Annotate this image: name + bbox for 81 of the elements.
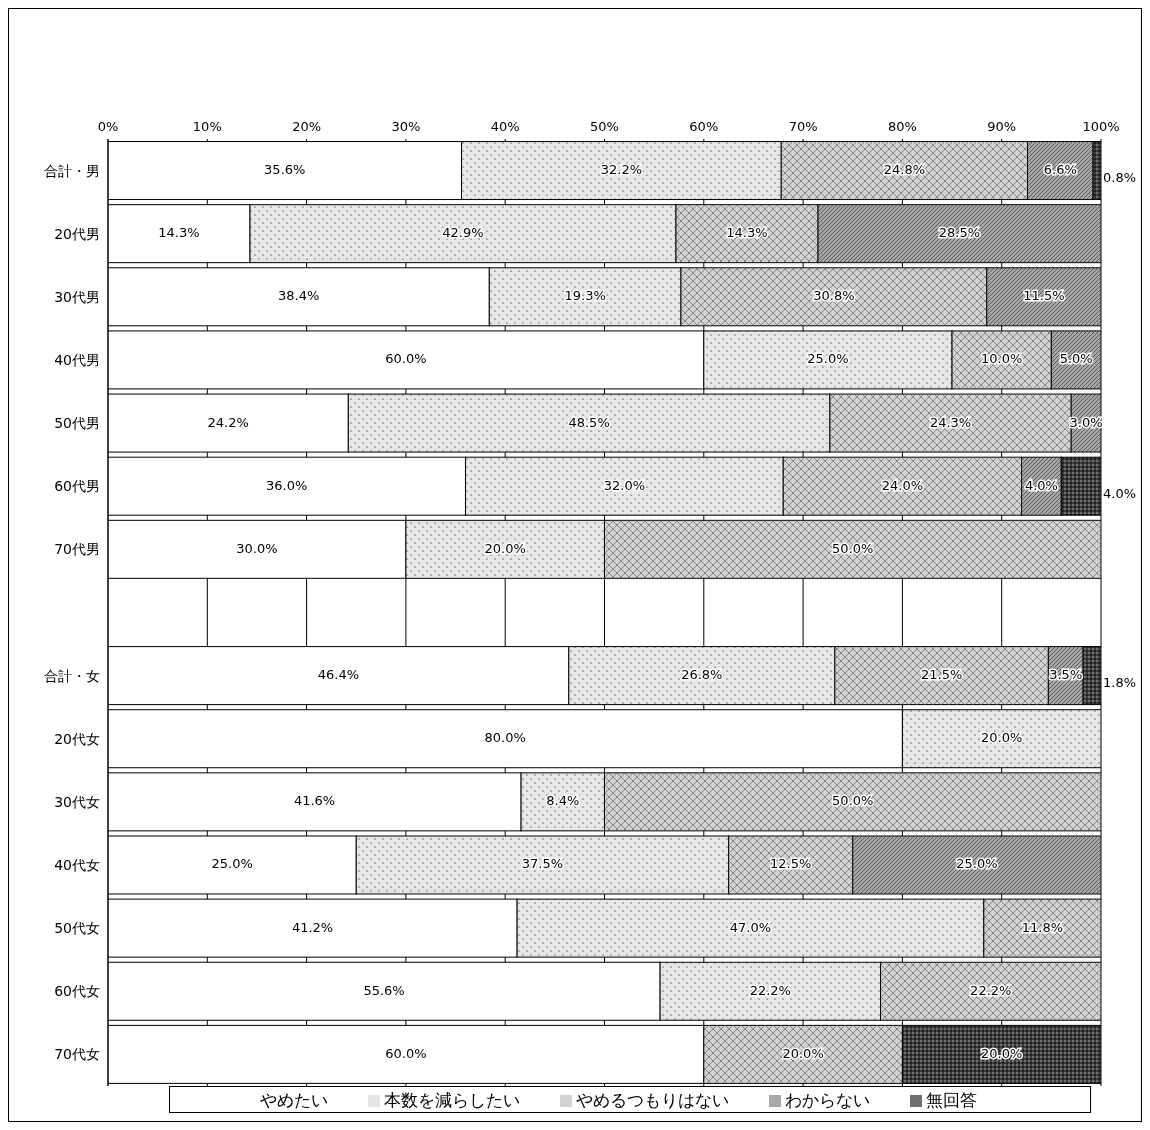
data-label: 36.0%: [266, 477, 308, 493]
data-label: 3.5%: [1049, 667, 1083, 683]
legend-label: 本数を減らしたい: [383, 1090, 520, 1110]
data-label: 24.8%: [883, 162, 926, 178]
data-label: 26.8%: [681, 667, 723, 683]
data-label: 50.0%: [832, 540, 874, 556]
data-label: 47.0%: [729, 919, 772, 935]
data-label: 38.4%: [278, 288, 320, 304]
data-label: 42.9%: [442, 225, 484, 241]
data-label: 12.5%: [770, 856, 812, 872]
x-tick-label: 20%: [292, 119, 322, 134]
data-label: 20.0%: [782, 1045, 824, 1061]
data-label: 21.5%: [920, 667, 963, 683]
data-label: 1.8%: [1103, 675, 1137, 691]
data-label: 11.5%: [1023, 288, 1065, 304]
x-tick-label: 60%: [689, 119, 719, 134]
data-label: 50.0%: [832, 793, 874, 809]
data-label: 32.2%: [600, 162, 643, 178]
x-tick-label: 30%: [391, 119, 421, 134]
data-label: 24.3%: [929, 414, 972, 430]
data-label: 10.0%: [981, 351, 1023, 367]
x-tick-label: 90%: [987, 119, 1017, 134]
data-label: 25.0%: [956, 856, 998, 872]
y-tick-label: 40代男: [54, 351, 100, 368]
data-label: 24.0%: [881, 477, 924, 493]
data-label: 80.0%: [484, 730, 526, 746]
x-tick-label: 10%: [192, 119, 222, 134]
data-label: 4.0%: [1103, 485, 1137, 501]
data-label: 22.2%: [970, 982, 1012, 998]
data-label: 46.4%: [317, 667, 360, 683]
data-label: 55.6%: [363, 982, 405, 998]
data-label: 22.2%: [749, 982, 791, 998]
legend-label: 無回答: [925, 1090, 977, 1110]
data-label: 32.0%: [603, 477, 646, 493]
y-tick-label: 合計・男: [44, 162, 100, 179]
data-label: 4.0%: [1024, 477, 1058, 493]
data-label: 28.5%: [938, 225, 981, 241]
data-label: 5.0%: [1059, 351, 1093, 367]
x-tick-label: 100%: [1082, 119, 1120, 134]
y-tick-label: 30代女: [54, 793, 100, 810]
x-tick-label: 40%: [490, 119, 520, 134]
y-tick-label: 60代男: [54, 478, 100, 495]
data-label: 60.0%: [385, 1045, 427, 1061]
legend-label: わからない: [784, 1090, 870, 1110]
y-tick-label: 50代男: [54, 415, 100, 432]
y-tick-label: 40代女: [54, 857, 100, 873]
y-tick-label: 30代男: [54, 288, 100, 305]
data-label: 19.3%: [564, 288, 606, 304]
y-tick-label: 20代女: [54, 730, 100, 747]
data-label: 30.8%: [813, 288, 855, 304]
data-label: 30.0%: [236, 540, 278, 556]
data-label: 11.8%: [1021, 919, 1064, 935]
x-tick-label: 0%: [97, 119, 119, 134]
data-label: 20.0%: [981, 1045, 1023, 1061]
data-label: 14.3%: [158, 225, 200, 241]
data-label: 35.6%: [264, 162, 306, 178]
data-label: 25.0%: [807, 351, 849, 367]
data-label: 60.0%: [385, 351, 427, 367]
data-label: 25.0%: [211, 856, 253, 872]
y-tick-label: 70代女: [54, 1046, 100, 1063]
data-label: 14.3%: [726, 225, 768, 241]
x-tick-label: 80%: [887, 119, 917, 134]
data-label: 6.6%: [1043, 162, 1077, 178]
data-label: 20.0%: [981, 730, 1023, 746]
x-tick-label: 50%: [590, 119, 619, 134]
series-label: やめたい: [259, 1090, 328, 1110]
data-label: 41.2%: [291, 919, 334, 935]
data-label: 8.4%: [546, 793, 580, 809]
y-tick-label: 合計・女: [44, 667, 100, 684]
y-tick-label: 60代女: [54, 983, 100, 1000]
y-tick-label: 20代男: [54, 225, 100, 242]
data-label: 0.8%: [1103, 170, 1137, 186]
data-label: 48.5%: [568, 414, 610, 430]
y-tick-label: 70代男: [54, 541, 100, 558]
data-label: 41.6%: [293, 793, 336, 809]
data-label: 20.0%: [484, 540, 526, 556]
x-tick-label: 70%: [788, 119, 818, 134]
legend-label: やめるつもりはない: [575, 1090, 729, 1110]
y-tick-label: 50代女: [54, 920, 100, 937]
data-label: 24.2%: [207, 414, 249, 430]
data-label: 37.5%: [521, 856, 564, 872]
